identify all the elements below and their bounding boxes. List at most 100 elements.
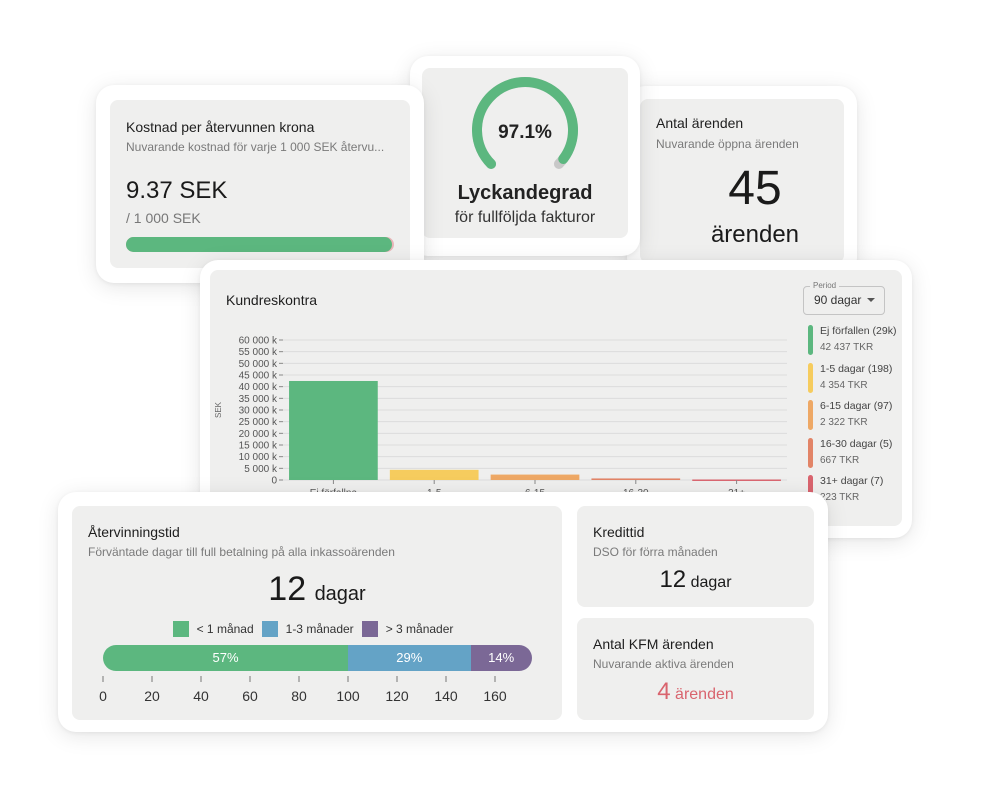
legend-swatch xyxy=(808,475,813,505)
legend-value: 2 322 TKR xyxy=(820,417,868,428)
receivables-title: Kundreskontra xyxy=(226,292,318,308)
recovery-title: Återvinningstid xyxy=(88,524,180,540)
axis-tick-label: 140 xyxy=(434,688,458,704)
kfm-unit: ärenden xyxy=(675,686,734,703)
success-gauge xyxy=(472,77,578,169)
cases-card-frame: Antal ärenden Nuvarande öppna ärenden 45… xyxy=(627,86,857,276)
y-tick-label: 0 xyxy=(271,476,277,487)
kfm-subtitle: Nuvarande aktiva ärenden xyxy=(593,657,734,671)
credit-subtitle: DSO för förra månaden xyxy=(593,545,718,559)
success-subtitle: för fullföljda fakturor xyxy=(454,209,596,226)
y-tick-label: 40 000 k xyxy=(239,382,278,393)
cases-card: Antal ärenden Nuvarande öppna ärenden 45… xyxy=(640,99,844,263)
axis-tick-label: 60 xyxy=(242,688,258,704)
gauge-fill xyxy=(472,77,578,169)
bar-1[interactable] xyxy=(389,469,479,480)
cost-progress-track xyxy=(126,237,394,252)
receivables-chart: 05 000 k10 000 k15 000 k20 000 k25 000 k… xyxy=(214,336,787,499)
success-card-frame: 97.1% Lyckandegrad för fullföljda faktur… xyxy=(410,56,640,256)
y-tick-label: 10 000 k xyxy=(239,452,278,463)
recovery-segment-2[interactable]: 14% xyxy=(470,645,532,671)
period-select[interactable]: Period 90 dagar xyxy=(803,281,885,315)
legend-value: 4 354 TKR xyxy=(820,379,868,391)
recovery-legend: < 1 månad 1-3 månader > 3 månader xyxy=(72,620,562,638)
legend-swatch xyxy=(808,325,813,355)
cost-value: 9.37 SEK xyxy=(126,177,228,204)
recovery-segment-0[interactable]: 57% xyxy=(103,645,348,671)
recovery-legend-swatch xyxy=(172,620,189,637)
y-tick-label: 25 000 k xyxy=(239,417,278,428)
cost-unit: / 1 000 SEK xyxy=(126,210,201,226)
y-tick-label: 60 000 k xyxy=(239,336,278,347)
recovery-stacked-bar: 57% 29% 14% xyxy=(72,645,562,671)
kfm-value: 4 xyxy=(657,678,671,705)
recovery-legend-item: > 3 månader xyxy=(361,620,454,638)
bar-3[interactable] xyxy=(591,478,681,480)
recovery-legend-label: > 3 månader xyxy=(385,621,454,636)
kfm-title: Antal KFM ärenden xyxy=(593,636,714,652)
recovery-unit: dagar xyxy=(314,583,366,605)
legend-label: 1-5 dagar (198) xyxy=(820,362,893,375)
legend-label: 31+ dagar (7) xyxy=(820,475,884,487)
y-tick-label: 30 000 k xyxy=(239,406,278,417)
bar-0[interactable] xyxy=(289,380,378,480)
legend-value: 42 437 TKR xyxy=(820,342,874,353)
recovery-value: 12 xyxy=(268,570,307,608)
success-percent: 97.1% xyxy=(498,122,552,143)
period-select-value: 90 dagar xyxy=(814,293,862,307)
legend-swatch xyxy=(808,437,813,468)
recovery-card: Återvinningstid Förväntade dagar till fu… xyxy=(72,506,562,720)
recovery-legend-swatch xyxy=(361,620,378,637)
cases-subtitle: Nuvarande öppna ärenden xyxy=(656,137,799,151)
y-tick-label: 35 000 k xyxy=(239,394,278,405)
recovery-legend-item: < 1 månad xyxy=(172,620,254,638)
axis-tick-label: 160 xyxy=(483,688,507,704)
recovery-value-line: 12 dagar xyxy=(72,570,562,609)
legend-label: 16-30 dagar (5) xyxy=(820,437,893,450)
y-tick-label: 50 000 k xyxy=(239,359,278,370)
kfm-value-line: 4 ärenden xyxy=(577,678,814,706)
cases-title: Antal ärenden xyxy=(656,115,744,131)
y-tick-label: 20 000 k xyxy=(239,429,278,440)
recovery-axis: 0 20 40 60 80 100 120 140 160 xyxy=(99,676,507,704)
legend-label: Ej förfallen (29k) xyxy=(820,325,897,337)
axis-tick-label: 20 xyxy=(144,688,160,704)
caret-down-icon xyxy=(867,298,875,302)
credit-value: 12 xyxy=(659,566,687,593)
legend-swatch xyxy=(808,362,813,393)
kfm-card: Antal KFM ärenden Nuvarande aktiva ärend… xyxy=(577,618,814,720)
period-select-label: Period xyxy=(810,281,840,290)
y-tick-label: 45 000 k xyxy=(239,371,278,382)
credit-card: Kredittid DSO för förra månaden 12 dagar xyxy=(577,506,814,607)
legend-value: 667 TKR xyxy=(820,454,860,466)
recovery-legend-label: 1-3 månader xyxy=(285,621,354,636)
credit-title: Kredittid xyxy=(593,524,645,540)
recovery-segment-1[interactable]: 29% xyxy=(348,645,471,671)
cost-card-frame: Kostnad per återvunnen krona Nuvarande k… xyxy=(96,85,424,283)
axis-tick-label: 0 xyxy=(99,688,107,704)
axis-tick-label: 100 xyxy=(336,688,360,704)
axis-tick-label: 40 xyxy=(193,688,209,704)
y-axis-label: SEK xyxy=(214,401,223,418)
cost-card: Kostnad per återvunnen krona Nuvarande k… xyxy=(110,100,410,268)
y-tick-label: 15 000 k xyxy=(239,441,278,452)
recovery-legend-item: 1-3 månader xyxy=(261,620,354,638)
y-tick-label: 5 000 k xyxy=(244,464,278,475)
cost-subtitle: Nuvarande kostnad för varje 1 000 SEK åt… xyxy=(126,140,385,154)
axis-tick-label: 80 xyxy=(291,688,307,704)
bar-2[interactable] xyxy=(490,474,580,480)
receivables-legend: Ej förfallen (29k) 42 437 TKR 1-5 dagar (1… xyxy=(808,325,900,525)
recovery-legend-swatch xyxy=(261,620,278,637)
cost-title: Kostnad per återvunnen krona xyxy=(126,119,315,135)
cost-progress-fill xyxy=(126,237,393,252)
legend-swatch xyxy=(808,400,813,430)
cases-value: 45 xyxy=(728,162,782,215)
axis-tick-label: 120 xyxy=(385,688,409,704)
cases-unit: ärenden xyxy=(710,221,800,248)
y-tick-label: 55 000 k xyxy=(239,347,278,358)
legend-value: 223 TKR xyxy=(820,492,860,503)
bottom-card-frame: Återvinningstid Förväntade dagar till fu… xyxy=(58,492,828,732)
success-card: 97.1% Lyckandegrad för fullföljda faktur… xyxy=(422,68,628,238)
